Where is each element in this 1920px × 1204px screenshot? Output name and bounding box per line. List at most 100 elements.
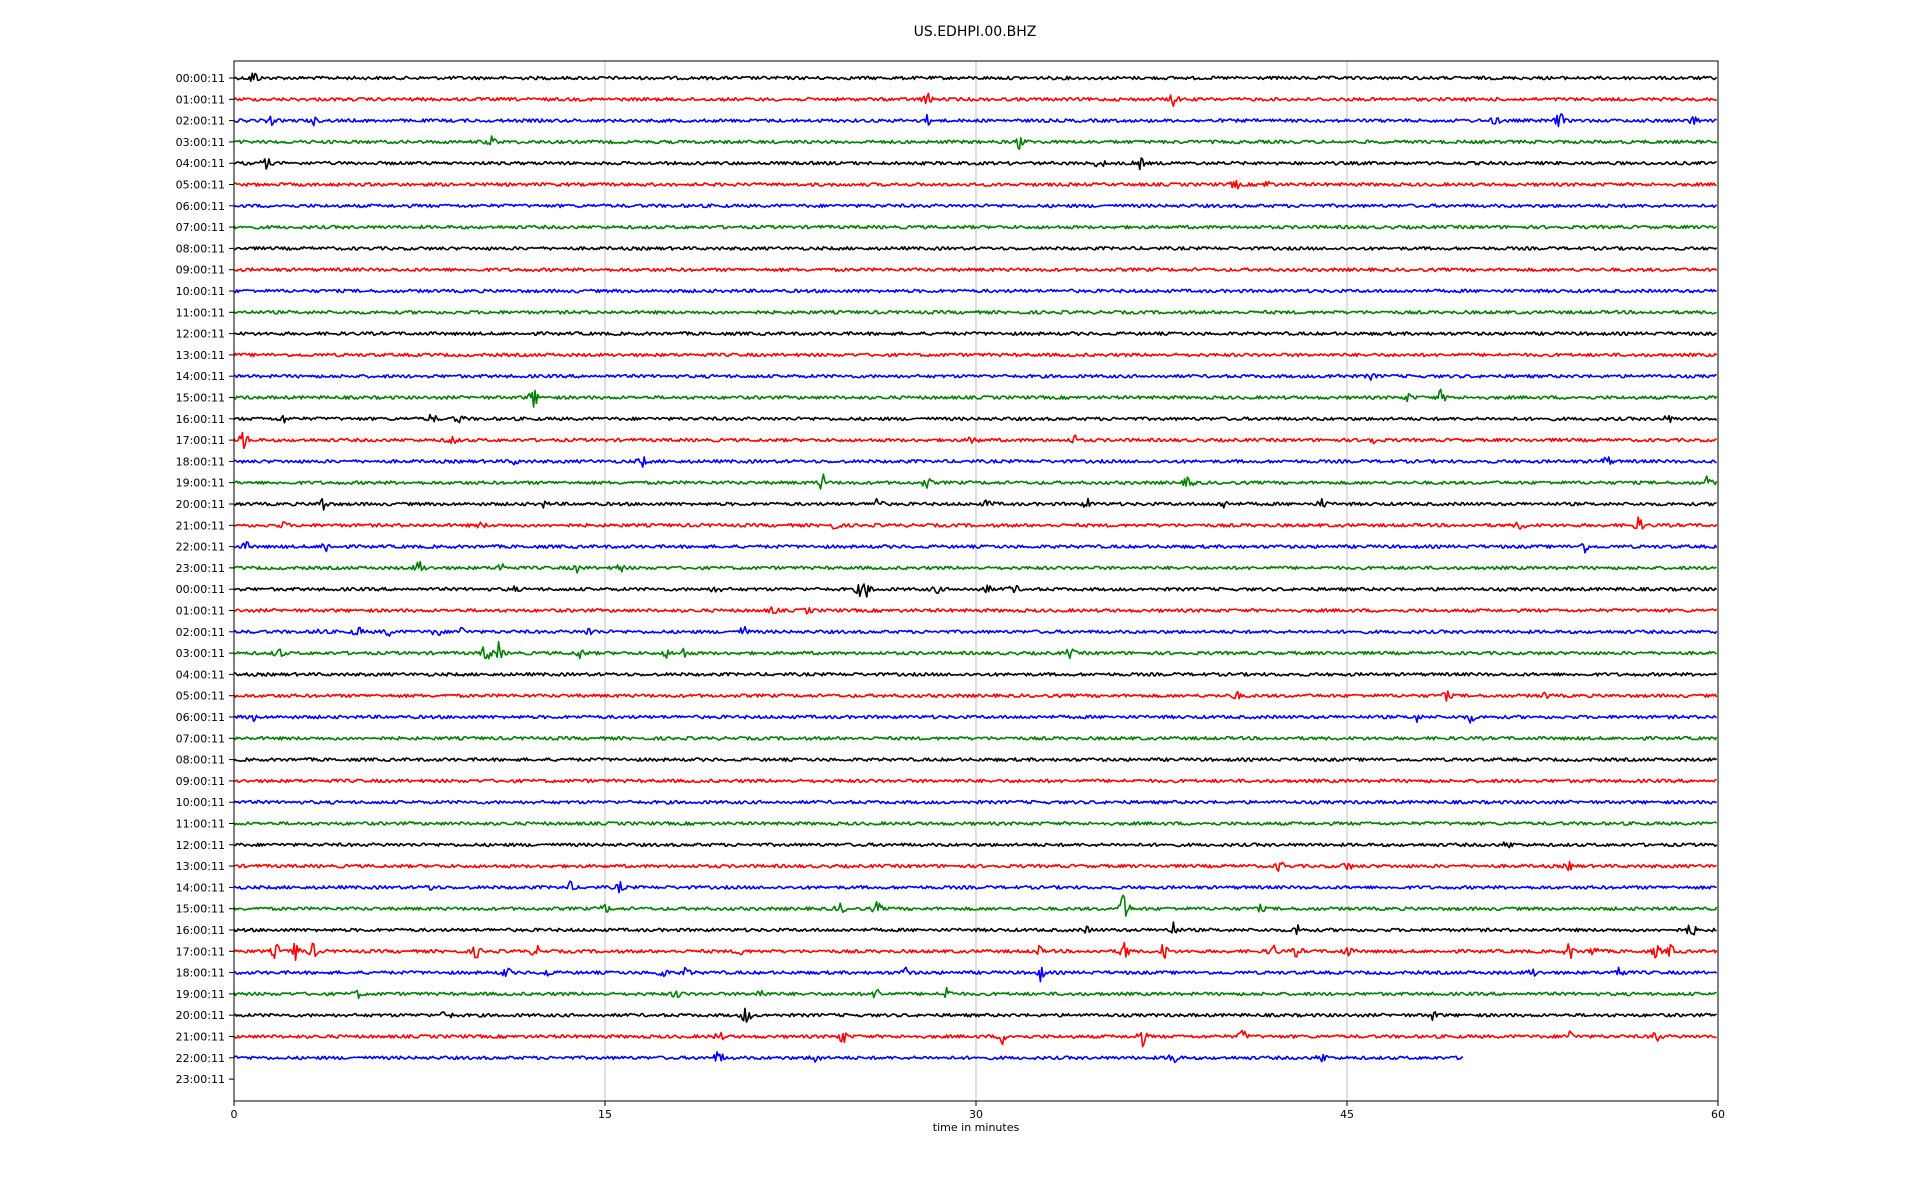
trace-line	[233, 799, 1717, 805]
row-label: 14:00:11	[176, 881, 225, 894]
x-tick-label: 45	[1340, 1108, 1354, 1121]
row-label: 12:00:11	[176, 328, 225, 341]
row-label: 03:00:11	[176, 136, 225, 149]
row-label: 22:00:11	[176, 1052, 225, 1065]
row-label: 08:00:11	[176, 242, 225, 255]
x-ticks: 0 15 30 45 60	[231, 1101, 1725, 1121]
row-label: 21:00:11	[176, 1031, 225, 1044]
row-label: 16:00:11	[176, 413, 225, 426]
row-label: 20:00:11	[176, 1009, 225, 1022]
row-label: 04:00:11	[176, 157, 225, 170]
trace-line	[233, 921, 1717, 936]
row-label: 10:00:11	[176, 285, 225, 298]
row-label: 07:00:11	[176, 732, 225, 745]
row-label: 01:00:11	[176, 93, 225, 106]
trace-line	[233, 880, 1717, 894]
trace-line	[233, 941, 1718, 962]
row-label: 10:00:11	[176, 796, 225, 809]
row-label: 12:00:11	[176, 839, 225, 852]
row-label: 05:00:11	[176, 690, 225, 703]
row-label: 16:00:11	[176, 924, 225, 937]
trace-line	[233, 841, 1718, 849]
trace-line	[233, 966, 1718, 983]
x-tick-label: 15	[598, 1108, 612, 1121]
grid-lines	[604, 61, 1348, 1101]
row-label: 13:00:11	[176, 349, 225, 362]
trace-line	[233, 203, 1718, 209]
trace-line	[233, 352, 1718, 358]
row-label: 09:00:11	[176, 264, 225, 277]
trace-line	[233, 246, 1718, 251]
row-label: 02:00:11	[176, 626, 225, 639]
row-labels: 00:00:11 01:00:11 02:00:11 03:00:11 04:00:11…	[176, 72, 234, 1086]
row-label: 13:00:11	[176, 860, 225, 873]
trace-line	[233, 473, 1718, 490]
row-label: 03:00:11	[176, 647, 225, 660]
trace-line	[233, 113, 1717, 128]
trace-line	[233, 309, 1717, 315]
trace-line	[233, 456, 1717, 468]
trace-line	[233, 894, 1718, 917]
row-label: 20:00:11	[176, 498, 225, 511]
trace-line	[233, 497, 1717, 511]
trace-line	[233, 1007, 1717, 1023]
trace-line	[233, 690, 1718, 702]
row-label: 07:00:11	[176, 221, 225, 234]
trace-line	[233, 714, 1718, 724]
trace-line	[233, 413, 1718, 424]
trace-line	[233, 92, 1718, 107]
trace-line	[233, 757, 1718, 762]
trace-line	[233, 179, 1717, 190]
trace-line	[233, 778, 1717, 784]
row-label: 23:00:11	[176, 562, 225, 575]
trace-line	[233, 224, 1718, 230]
trace-line	[233, 583, 1718, 598]
row-label: 18:00:11	[176, 967, 225, 980]
trace-line	[233, 288, 1717, 294]
row-label: 00:00:11	[176, 72, 225, 85]
chart-title: US.EDHPI.00.BHZ	[914, 24, 1037, 40]
trace-line	[233, 516, 1718, 530]
trace-line	[233, 373, 1717, 381]
trace-line	[233, 861, 1717, 872]
x-tick-label: 60	[1711, 1108, 1725, 1121]
x-axis-label: time in minutes	[933, 1121, 1020, 1134]
trace-line	[233, 641, 1718, 660]
trace-layer	[233, 72, 1718, 1064]
trace-line	[233, 1029, 1717, 1048]
row-label: 19:00:11	[176, 988, 225, 1001]
row-label: 05:00:11	[176, 179, 225, 192]
row-label: 15:00:11	[176, 392, 225, 405]
trace-line	[233, 821, 1718, 826]
x-tick-label: 30	[969, 1108, 983, 1121]
trace-line	[233, 431, 1717, 450]
row-label: 04:00:11	[176, 668, 225, 681]
trace-line	[233, 625, 1718, 637]
row-label: 17:00:11	[176, 945, 225, 958]
trace-line	[233, 735, 1718, 741]
row-label: 21:00:11	[176, 519, 225, 532]
row-label: 00:00:11	[176, 583, 225, 596]
trace-line	[233, 541, 1718, 554]
row-label: 06:00:11	[176, 711, 225, 724]
row-label: 17:00:11	[176, 434, 225, 447]
row-label: 06:00:11	[176, 200, 225, 213]
trace-line	[233, 135, 1718, 150]
trace-line	[233, 267, 1718, 273]
row-label: 18:00:11	[176, 455, 225, 468]
trace-line	[233, 672, 1718, 677]
trace-line	[233, 1051, 1464, 1064]
row-label: 08:00:11	[176, 754, 225, 767]
row-label: 02:00:11	[176, 115, 225, 128]
trace-line	[233, 986, 1717, 999]
x-tick-label: 0	[231, 1108, 238, 1121]
row-label: 14:00:11	[176, 370, 225, 383]
row-label: 22:00:11	[176, 541, 225, 554]
trace-line	[233, 606, 1718, 615]
row-label: 11:00:11	[176, 818, 225, 831]
trace-line	[233, 560, 1717, 574]
trace-line	[233, 157, 1717, 171]
row-label: 15:00:11	[176, 903, 225, 916]
trace-line	[233, 72, 1718, 82]
